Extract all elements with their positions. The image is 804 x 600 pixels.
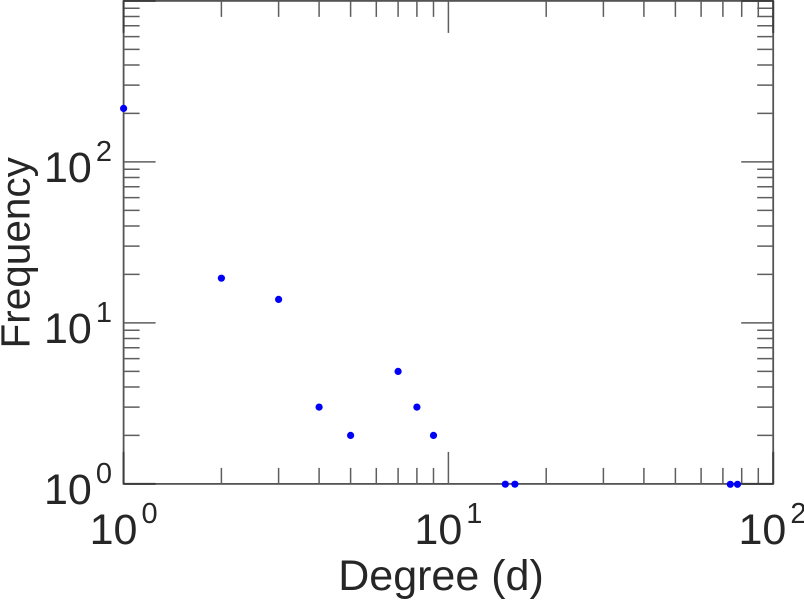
svg-text:102: 10 2 xyxy=(739,498,804,554)
svg-text:Degree (d): Degree (d) xyxy=(338,552,544,600)
svg-text:Frequency: Frequency xyxy=(0,156,39,348)
